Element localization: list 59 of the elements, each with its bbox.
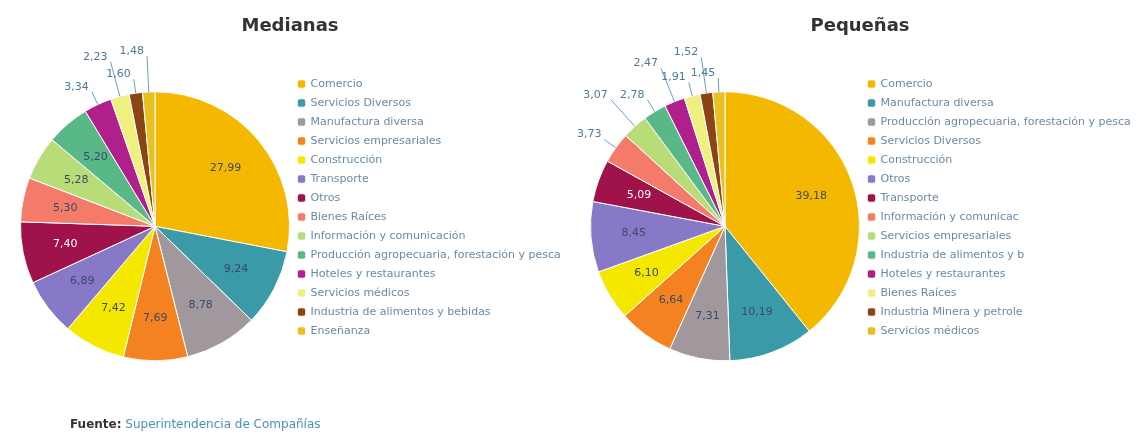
legend-label: Comercio: [880, 76, 933, 90]
data-label: 1,91: [661, 70, 686, 84]
legend-label: Industria Minera y petrole: [880, 304, 1023, 318]
data-label: 2,78: [619, 87, 645, 101]
legend-label: Otros: [310, 190, 341, 204]
legend-label: Servicios médicos: [310, 285, 410, 299]
data-label: 2,47: [633, 56, 659, 70]
data-label: 6,89: [69, 274, 95, 288]
data-label: 6,64: [658, 292, 684, 306]
legend-label: Servicios empresariales: [880, 228, 1012, 242]
data-label: 3,07: [583, 87, 608, 101]
chart-title: Medianas: [241, 14, 339, 36]
legend-label: Transporte: [309, 171, 370, 185]
legend-label: Enseñanza: [310, 323, 371, 337]
legend-label: Producción agropecuaria, forestación y pesca: [310, 247, 561, 261]
legend-label: Manufactura diversa: [310, 114, 424, 128]
data-label: 1,45: [690, 65, 716, 79]
legend-label: Servicios Diversos: [310, 95, 412, 109]
data-label: 7,69: [143, 310, 168, 324]
legend-label: Transporte: [879, 190, 940, 204]
chart-title: Pequeñas: [810, 14, 910, 36]
data-label: 6,10: [634, 266, 659, 279]
legend-label: Bienes Raíces: [310, 209, 387, 223]
legend-label: Hoteles y restaurantes: [310, 266, 436, 280]
legend-label: Servicios Diversos: [880, 133, 982, 147]
data-label: 5,20: [83, 149, 108, 163]
data-label: 7,40: [53, 237, 78, 251]
data-label: 1,52: [673, 45, 699, 59]
data-label: 5,28: [63, 172, 89, 186]
legend-label: Comercio: [310, 76, 363, 90]
source-note: Fuente: Superintendencia de Compañías: [70, 417, 321, 431]
legend-label: Otros: [880, 171, 911, 185]
legend-label: Industria de alimentos y b: [880, 247, 1025, 261]
legend-label: Construcción: [880, 152, 953, 166]
data-label: 1,48: [119, 43, 145, 57]
legend-label: Hoteles y restaurantes: [880, 266, 1006, 280]
legend-label: Industria de alimentos y bebidas: [310, 304, 491, 318]
data-label: 39,18: [795, 188, 828, 202]
data-label: 8,78: [188, 298, 213, 312]
legend-label: Bienes Raíces: [880, 285, 957, 299]
legend-label: Producción agropecuaria, forestación y pesca: [880, 114, 1131, 128]
data-label: 7,31: [695, 308, 720, 322]
data-label: 5,09: [626, 188, 652, 202]
data-label: 27,99: [209, 160, 242, 174]
data-label: 1,60: [106, 67, 131, 81]
legend-label: Servicios empresariales: [310, 133, 442, 147]
data-label: 10,19: [741, 304, 773, 318]
data-label: 3,73: [576, 127, 602, 141]
legend-label: Construcción: [310, 152, 383, 166]
legend-label: Manufactura diversa: [880, 95, 994, 109]
legend-label: Información y comunicac: [880, 209, 1019, 223]
data-label: 8,45: [621, 226, 647, 240]
data-label: 2,23: [83, 49, 108, 63]
data-label: 9,24: [223, 261, 249, 275]
legend-label: Servicios médicos: [880, 323, 980, 337]
data-label: 3,34: [64, 79, 89, 93]
data-label: 7,42: [101, 300, 126, 314]
data-label: 5,30: [53, 200, 78, 214]
legend-label: Información y comunicación: [310, 228, 466, 242]
